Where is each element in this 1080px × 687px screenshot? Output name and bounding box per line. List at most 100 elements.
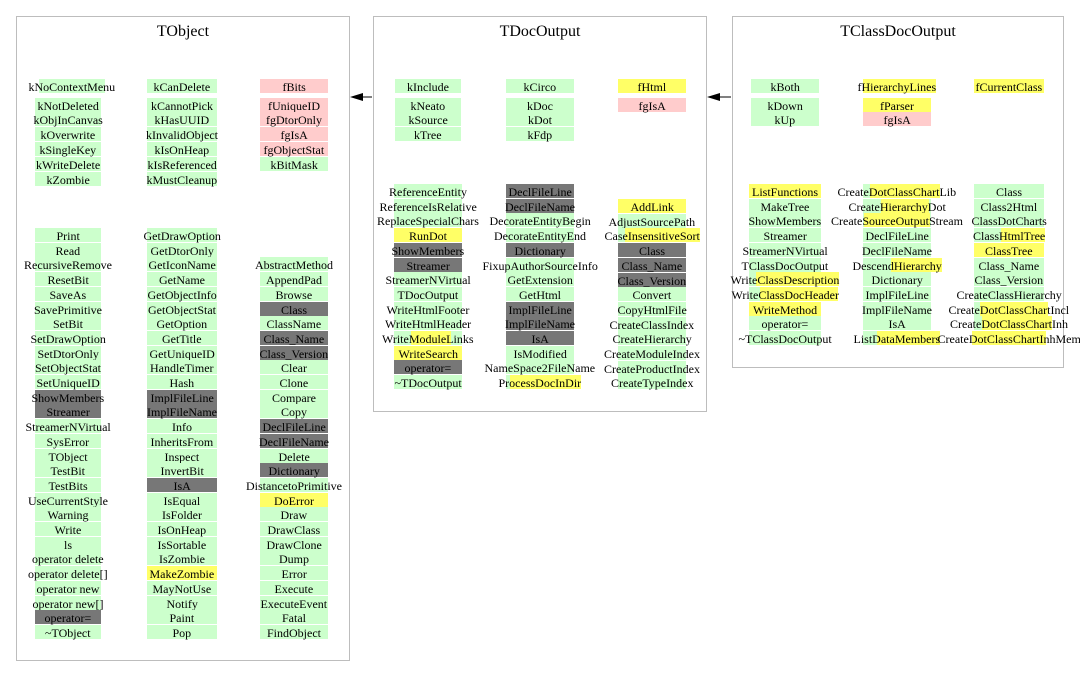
member-createdotclasschartinhmem[interactable]: CreateDotClassChartInhMem bbox=[937, 332, 1080, 346]
member-fhierarchylines[interactable]: fHierarchyLines bbox=[857, 80, 937, 94]
member-fgisa[interactable]: fgIsA bbox=[883, 113, 911, 127]
member-getextension[interactable]: GetExtension bbox=[507, 273, 573, 288]
member-browse[interactable]: Browse bbox=[275, 287, 313, 302]
member-showmembers[interactable]: ShowMembers bbox=[391, 243, 465, 258]
member-createclassindex[interactable]: CreateClassIndex bbox=[609, 317, 695, 332]
member-writehtmlheader[interactable]: WriteHtmlHeader bbox=[385, 317, 472, 332]
member-tobject[interactable]: ~TObject bbox=[45, 625, 91, 640]
member-declfilename[interactable]: DeclFileName bbox=[862, 243, 932, 258]
member-createdotclasschartinh[interactable]: CreateDotClassChartInh bbox=[950, 317, 1068, 332]
member-kbitmask[interactable]: kBitMask bbox=[270, 158, 318, 172]
member-declfilename[interactable]: DeclFileName bbox=[505, 199, 575, 214]
member-getobjectinfo[interactable]: GetObjectInfo bbox=[147, 287, 217, 302]
member-operator-delete[interactable]: operator delete[] bbox=[28, 567, 108, 582]
member-kneato[interactable]: kNeato bbox=[410, 99, 446, 113]
member-abstractmethod[interactable]: AbstractMethod bbox=[255, 258, 333, 273]
member-koverwrite[interactable]: kOverwrite bbox=[40, 128, 96, 142]
member-caseinsensitivesort[interactable]: CaseInsensitiveSort bbox=[604, 229, 700, 244]
member-class[interactable]: Class bbox=[996, 185, 1023, 199]
member-streamer[interactable]: Streamer bbox=[406, 258, 450, 273]
member-clear[interactable]: Clear bbox=[281, 361, 307, 376]
member-createdotclasschartincl[interactable]: CreateDotClassChartIncl bbox=[948, 302, 1070, 317]
member-tobject[interactable]: TObject bbox=[48, 449, 88, 464]
member-processdocindir[interactable]: ProcessDocInDir bbox=[498, 376, 582, 391]
member-writehtmlfooter[interactable]: WriteHtmlFooter bbox=[386, 302, 470, 317]
member-testbits[interactable]: TestBits bbox=[48, 478, 88, 493]
member-kfdp[interactable]: kFdp bbox=[527, 128, 553, 142]
member-usecurrentstyle[interactable]: UseCurrentStyle bbox=[28, 493, 108, 508]
member-makezombie[interactable]: MakeZombie bbox=[149, 567, 215, 582]
member-showmembers[interactable]: ShowMembers bbox=[31, 390, 105, 405]
member-kisonheap[interactable]: kIsOnHeap bbox=[154, 143, 210, 157]
member-isa[interactable]: IsA bbox=[888, 317, 906, 332]
member-tclassdocoutput[interactable]: ~TClassDocOutput bbox=[738, 332, 832, 346]
member-appendpad[interactable]: AppendPad bbox=[266, 273, 322, 288]
member-createtypeindex[interactable]: CreateTypeIndex bbox=[611, 376, 694, 391]
member-kwritedelete[interactable]: kWriteDelete bbox=[36, 158, 101, 172]
member-writemodulelinks[interactable]: WriteModuleLinks bbox=[382, 332, 474, 346]
member-createhierarchydot[interactable]: CreateHierarchyDot bbox=[848, 199, 946, 214]
member-print[interactable]: Print bbox=[56, 229, 80, 243]
member-saveprimitive[interactable]: SavePrimitive bbox=[34, 302, 102, 317]
member-implfileline[interactable]: ImplFileLine bbox=[508, 302, 572, 317]
member-isfolder[interactable]: IsFolder bbox=[162, 508, 202, 523]
member-classdotcharts[interactable]: ClassDotCharts bbox=[971, 214, 1047, 229]
member-geticonname[interactable]: GetIconName bbox=[148, 258, 216, 273]
member-invertbit[interactable]: InvertBit bbox=[160, 464, 204, 479]
member-class-version[interactable]: Class_Version bbox=[974, 273, 1044, 288]
member-streamer[interactable]: Streamer bbox=[763, 229, 807, 244]
member-getdtoronly[interactable]: GetDtorOnly bbox=[150, 243, 214, 258]
member-saveas[interactable]: SaveAs bbox=[49, 287, 87, 302]
member-operator[interactable]: operator= bbox=[44, 611, 92, 626]
member-operator-delete[interactable]: operator delete bbox=[32, 552, 104, 567]
member-class-name[interactable]: Class_Name bbox=[621, 258, 683, 273]
member-drawclone[interactable]: DrawClone bbox=[266, 537, 322, 552]
member-isonheap[interactable]: IsOnHeap bbox=[157, 523, 207, 537]
member-declfileline[interactable]: DeclFileLine bbox=[262, 420, 326, 435]
member-class[interactable]: Class bbox=[639, 244, 666, 259]
member-classhtmltree[interactable]: ClassHtmlTree bbox=[973, 229, 1046, 244]
member-ktree[interactable]: kTree bbox=[414, 128, 442, 142]
member-execute[interactable]: Execute bbox=[274, 581, 314, 596]
member-createdotclasschartlib[interactable]: CreateDotClassChartLib bbox=[837, 185, 957, 199]
member-declfilename[interactable]: DeclFileName bbox=[259, 434, 329, 449]
member-listdatamembers[interactable]: ListDataMembers bbox=[853, 332, 941, 346]
member-info[interactable]: Info bbox=[172, 420, 192, 435]
member-fbits[interactable]: fBits bbox=[282, 80, 306, 94]
member-gethtml[interactable]: GetHtml bbox=[519, 287, 561, 302]
member-isa[interactable]: IsA bbox=[531, 332, 549, 346]
member-fatal[interactable]: Fatal bbox=[282, 611, 306, 626]
member-inspect[interactable]: Inspect bbox=[164, 449, 200, 464]
member-testbit[interactable]: TestBit bbox=[50, 464, 86, 479]
member-write[interactable]: Write bbox=[54, 523, 82, 537]
member-implfileline[interactable]: ImplFileLine bbox=[150, 390, 214, 405]
member-writeclassdocheader[interactable]: WriteClassDocHeader bbox=[731, 287, 839, 302]
member-knocontextmenu[interactable]: kNoContextMenu bbox=[28, 80, 116, 94]
member-kcannotpick[interactable]: kCannotPick bbox=[151, 99, 213, 113]
member-streamernvirtual[interactable]: StreamerNVirtual bbox=[385, 273, 471, 288]
member-copyhtmlfile[interactable]: CopyHtmlFile bbox=[617, 302, 687, 317]
member-setdrawoption[interactable]: SetDrawOption bbox=[30, 331, 106, 346]
member-kinclude[interactable]: kInclude bbox=[407, 80, 449, 94]
member-operator[interactable]: operator= bbox=[761, 317, 809, 332]
member-kboth[interactable]: kBoth bbox=[770, 80, 800, 94]
member-operator-new[interactable]: operator new bbox=[36, 581, 100, 596]
member-getuniqueid[interactable]: GetUniqueID bbox=[149, 346, 215, 361]
member-getname[interactable]: GetName bbox=[159, 273, 205, 288]
member-executeevent[interactable]: ExecuteEvent bbox=[260, 596, 328, 611]
member-maynotuse[interactable]: MayNotUse bbox=[152, 581, 212, 596]
member-kisreferenced[interactable]: kIsReferenced bbox=[147, 158, 217, 172]
member-createmoduleindex[interactable]: CreateModuleIndex bbox=[604, 347, 700, 361]
member-findobject[interactable]: FindObject bbox=[267, 625, 321, 640]
member-classtree[interactable]: ClassTree bbox=[985, 243, 1033, 258]
member-class-version[interactable]: Class_Version bbox=[259, 346, 329, 361]
member-kdown[interactable]: kDown bbox=[767, 99, 803, 113]
member-implfileline[interactable]: ImplFileLine bbox=[865, 287, 929, 302]
member-declfileline[interactable]: DeclFileLine bbox=[865, 229, 929, 244]
member-getoption[interactable]: GetOption bbox=[156, 317, 208, 332]
member-ksource[interactable]: kSource bbox=[408, 113, 448, 127]
member-recursiveremove[interactable]: RecursiveRemove bbox=[24, 258, 112, 273]
member-resetbit[interactable]: ResetBit bbox=[47, 273, 89, 288]
member-adjustsourcepath[interactable]: AdjustSourcePath bbox=[608, 214, 696, 229]
member-fixupauthorsourceinfo[interactable]: FixupAuthorSourceInfo bbox=[482, 258, 598, 273]
